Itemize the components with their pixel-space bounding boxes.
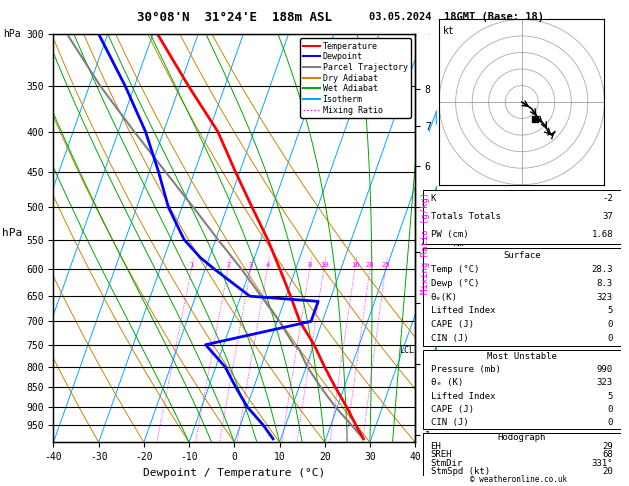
Text: 990: 990: [597, 365, 613, 374]
Text: kt: kt: [442, 26, 454, 36]
Text: 1: 1: [189, 262, 194, 268]
Text: 28.3: 28.3: [591, 265, 613, 274]
Text: 29: 29: [602, 442, 613, 451]
Legend: Temperature, Dewpoint, Parcel Trajectory, Dry Adiabat, Wet Adiabat, Isotherm, Mi: Temperature, Dewpoint, Parcel Trajectory…: [300, 38, 411, 118]
Text: 30°08'N  31°24'E  188m ASL: 30°08'N 31°24'E 188m ASL: [136, 11, 332, 24]
Text: LCL: LCL: [399, 346, 414, 355]
Text: CAPE (J): CAPE (J): [431, 320, 474, 330]
Text: 20: 20: [366, 262, 374, 268]
Text: CIN (J): CIN (J): [431, 334, 468, 343]
Text: StmDir: StmDir: [431, 459, 463, 468]
Text: Lifted Index: Lifted Index: [431, 307, 495, 315]
Text: 16: 16: [350, 262, 359, 268]
Text: 323: 323: [597, 293, 613, 302]
Text: Hodograph: Hodograph: [498, 433, 546, 442]
Text: 68: 68: [602, 450, 613, 459]
Text: 20: 20: [602, 468, 613, 476]
Text: 323: 323: [597, 379, 613, 387]
Text: PW (cm): PW (cm): [431, 230, 468, 240]
Text: SREH: SREH: [431, 450, 452, 459]
Text: 0: 0: [608, 320, 613, 330]
Text: Lifted Index: Lifted Index: [431, 392, 495, 400]
FancyBboxPatch shape: [423, 248, 621, 346]
Text: Temp (°C): Temp (°C): [431, 265, 479, 274]
Text: Totals Totals: Totals Totals: [431, 212, 501, 221]
Text: Pressure (mb): Pressure (mb): [431, 365, 501, 374]
Text: StmSpd (kt): StmSpd (kt): [431, 468, 490, 476]
Text: Dewp (°C): Dewp (°C): [431, 278, 479, 288]
FancyBboxPatch shape: [423, 350, 621, 429]
Text: Mixing Ratio (g/kg): Mixing Ratio (g/kg): [421, 192, 430, 294]
Text: 4: 4: [265, 262, 270, 268]
Text: 03.05.2024  18GMT (Base: 18): 03.05.2024 18GMT (Base: 18): [369, 12, 543, 22]
Text: 5: 5: [608, 392, 613, 400]
Text: 25: 25: [381, 262, 390, 268]
Text: 0: 0: [608, 418, 613, 427]
Text: 2: 2: [226, 262, 230, 268]
FancyBboxPatch shape: [423, 434, 621, 476]
Text: 37: 37: [602, 212, 613, 221]
Text: -2: -2: [602, 194, 613, 203]
Text: CIN (J): CIN (J): [431, 418, 468, 427]
FancyBboxPatch shape: [423, 190, 621, 244]
Text: Surface: Surface: [503, 251, 540, 260]
Text: 10: 10: [320, 262, 328, 268]
Text: θₑ(K): θₑ(K): [431, 293, 457, 302]
Y-axis label: hPa: hPa: [2, 228, 23, 238]
Text: EH: EH: [431, 442, 442, 451]
Text: 0: 0: [608, 405, 613, 414]
Text: 1.68: 1.68: [591, 230, 613, 240]
Text: θₑ (K): θₑ (K): [431, 379, 463, 387]
Text: CAPE (J): CAPE (J): [431, 405, 474, 414]
X-axis label: Dewpoint / Temperature (°C): Dewpoint / Temperature (°C): [143, 468, 325, 478]
Text: hPa: hPa: [3, 29, 21, 39]
Text: K: K: [431, 194, 436, 203]
Text: © weatheronline.co.uk: © weatheronline.co.uk: [470, 474, 567, 484]
Text: 3: 3: [248, 262, 253, 268]
Text: 5: 5: [608, 307, 613, 315]
Text: 8: 8: [308, 262, 312, 268]
Text: 0: 0: [608, 334, 613, 343]
Text: Most Unstable: Most Unstable: [487, 352, 557, 361]
Text: 8.3: 8.3: [597, 278, 613, 288]
Text: 331°: 331°: [591, 459, 613, 468]
Y-axis label: km
ASL: km ASL: [450, 238, 467, 260]
